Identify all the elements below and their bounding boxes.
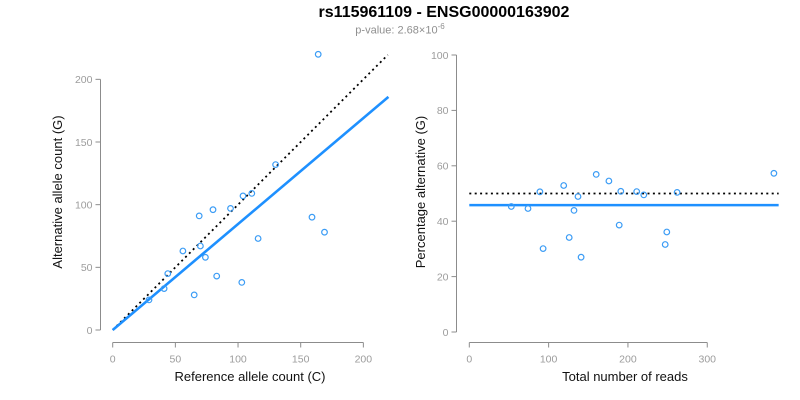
data-point	[179, 247, 187, 255]
pvalue-exponent: -6	[437, 22, 445, 31]
data-point	[321, 228, 328, 236]
data-point	[565, 234, 573, 241]
right-scatter-percentage: 0 20 40 60 80 100 0 100 200 300	[431, 50, 779, 366]
right-x-axis-title: Total number of reads	[562, 369, 688, 384]
percentage-scatter-axes: 0 20 40 60 80 100 0 100 200 300	[431, 50, 716, 366]
data-point	[238, 279, 246, 286]
data-point	[190, 291, 198, 299]
data-point	[592, 170, 600, 178]
data-point	[314, 50, 322, 58]
x-tick-label: 50	[170, 354, 182, 366]
x-tick-label: 300	[698, 354, 716, 366]
data-point	[254, 235, 262, 242]
data-point	[570, 206, 578, 214]
data-point	[673, 188, 681, 196]
y-tick-label: 50	[81, 262, 93, 274]
data-point	[164, 270, 172, 278]
left-y-axis-title: Alternative allele count (G)	[50, 115, 65, 268]
data-point	[663, 228, 671, 236]
y-tick-label: 100	[75, 199, 93, 211]
data-point	[272, 161, 280, 169]
left-x-axis-title: Reference allele count (C)	[174, 369, 325, 384]
data-point	[196, 242, 204, 250]
y-tick-label: 40	[437, 216, 449, 228]
x-tick-label: 150	[292, 354, 310, 366]
left-scatter-counts: 0 50 100 150 200 0 50 100 150 200	[75, 50, 390, 366]
data-point	[615, 221, 623, 229]
y-tick-label: 60	[437, 161, 449, 173]
pvalue-base: p-value: 2.68×10	[355, 24, 438, 37]
figure-title: rs115961109 - ENSG00000163902	[318, 4, 570, 21]
data-point	[201, 253, 209, 261]
y-tick-label: 0	[443, 327, 449, 339]
data-point	[308, 213, 316, 221]
right-y-axis-title: Percentage alternative (G)	[413, 116, 428, 268]
data-point	[574, 193, 582, 200]
x-tick-label: 0	[466, 354, 472, 366]
y-tick-label: 200	[75, 74, 93, 86]
data-point	[248, 189, 256, 197]
data-point	[195, 212, 203, 220]
data-point	[145, 296, 153, 304]
data-point	[605, 177, 613, 185]
data-point	[640, 191, 648, 199]
counts-scatter-axes: 0 50 100 150 200 0 50 100 150 200	[75, 74, 372, 365]
data-point	[507, 203, 515, 210]
x-tick-label: 100	[540, 354, 558, 366]
data-point	[524, 205, 532, 212]
data-point	[213, 272, 221, 280]
data-point	[577, 253, 585, 261]
y-tick-label: 100	[431, 50, 449, 62]
data-point	[227, 204, 234, 212]
data-point	[209, 206, 217, 214]
x-tick-label: 200	[355, 354, 373, 366]
x-tick-label: 100	[229, 354, 247, 366]
data-point	[536, 188, 544, 196]
x-tick-label: 0	[110, 354, 116, 366]
data-point	[617, 187, 625, 195]
data-point	[633, 188, 641, 196]
figure-subtitle-pvalue: p-value: 2.68×10-6	[355, 22, 444, 37]
identity-line	[112, 54, 389, 331]
y-tick-label: 20	[437, 271, 449, 283]
y-tick-label: 150	[75, 137, 93, 149]
data-point	[239, 192, 247, 200]
data-point	[770, 169, 778, 177]
data-point	[661, 241, 669, 248]
fit-line	[111, 95, 390, 331]
x-tick-label: 200	[619, 354, 637, 366]
data-point	[560, 182, 568, 189]
data-point	[160, 285, 168, 293]
data-point	[539, 245, 547, 253]
y-tick-label: 0	[87, 325, 93, 337]
y-tick-label: 80	[437, 105, 449, 117]
